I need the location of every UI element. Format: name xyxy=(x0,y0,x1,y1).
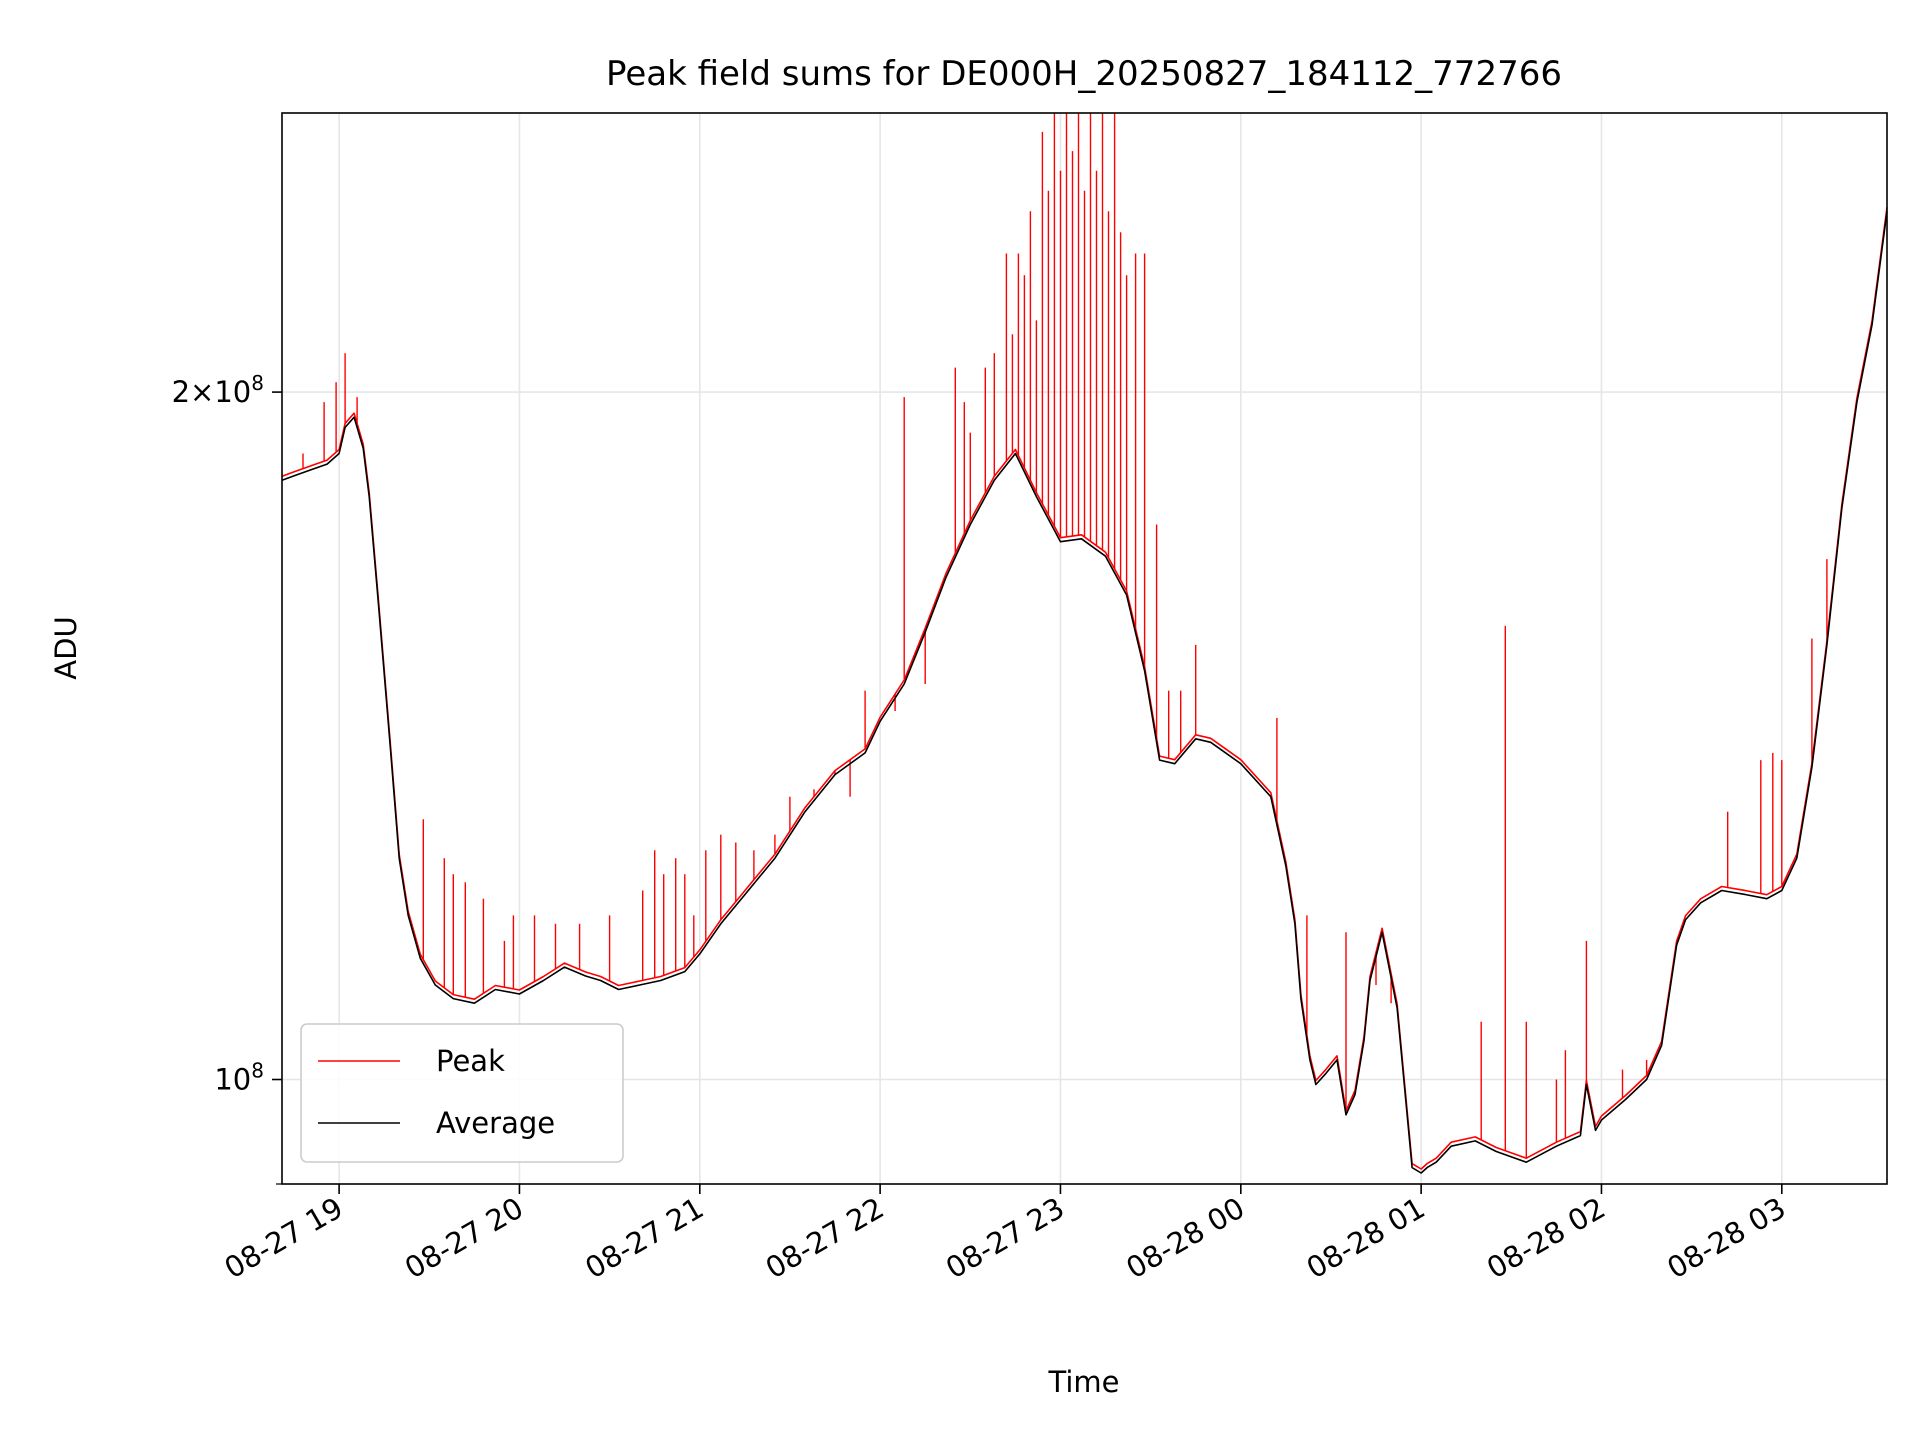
legend: Peak Average xyxy=(300,1023,624,1163)
chart-title: Peak field sums for DE000H_20250827_1841… xyxy=(606,54,1562,94)
average-series-line xyxy=(281,211,1888,1174)
plot-area-frame xyxy=(281,112,1888,1185)
y-axis-ticks: 108 2×108 xyxy=(172,371,282,1185)
legend-box xyxy=(300,1023,624,1163)
series-peak xyxy=(281,113,1888,1170)
legend-average-label: Average xyxy=(436,1106,555,1140)
x-axis-label: Time xyxy=(1048,1365,1120,1399)
legend-peak-label: Peak xyxy=(436,1044,505,1078)
y-axis-label: ADU xyxy=(49,616,83,679)
y-tick-label: 108 xyxy=(214,1059,264,1097)
peak-series-line xyxy=(281,207,1888,1170)
series-average xyxy=(281,211,1888,1174)
y-tick-label: 2×108 xyxy=(172,371,264,409)
